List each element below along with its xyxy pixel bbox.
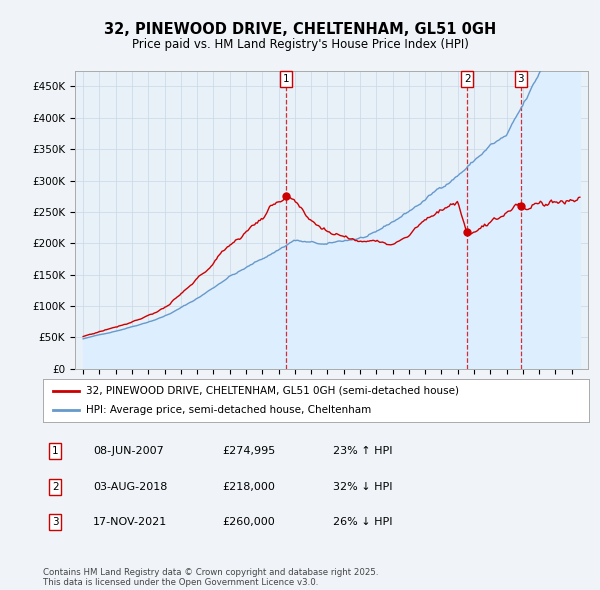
Text: 1: 1 [52, 447, 59, 456]
Text: 08-JUN-2007: 08-JUN-2007 [93, 447, 164, 456]
Text: £218,000: £218,000 [222, 482, 275, 491]
Text: 3: 3 [52, 517, 59, 527]
Text: 17-NOV-2021: 17-NOV-2021 [93, 517, 167, 527]
Text: HPI: Average price, semi-detached house, Cheltenham: HPI: Average price, semi-detached house,… [86, 405, 371, 415]
Text: £260,000: £260,000 [222, 517, 275, 527]
Text: Price paid vs. HM Land Registry's House Price Index (HPI): Price paid vs. HM Land Registry's House … [131, 38, 469, 51]
Text: 3: 3 [518, 74, 524, 84]
Text: 32, PINEWOOD DRIVE, CHELTENHAM, GL51 0GH: 32, PINEWOOD DRIVE, CHELTENHAM, GL51 0GH [104, 22, 496, 37]
Text: 32% ↓ HPI: 32% ↓ HPI [333, 482, 392, 491]
Text: Contains HM Land Registry data © Crown copyright and database right 2025.
This d: Contains HM Land Registry data © Crown c… [43, 568, 379, 587]
Text: £274,995: £274,995 [222, 447, 275, 456]
Text: 2: 2 [52, 482, 59, 491]
Text: 23% ↑ HPI: 23% ↑ HPI [333, 447, 392, 456]
Text: 2: 2 [464, 74, 470, 84]
Text: 1: 1 [283, 74, 289, 84]
Text: 26% ↓ HPI: 26% ↓ HPI [333, 517, 392, 527]
Text: 32, PINEWOOD DRIVE, CHELTENHAM, GL51 0GH (semi-detached house): 32, PINEWOOD DRIVE, CHELTENHAM, GL51 0GH… [86, 386, 459, 396]
Text: 03-AUG-2018: 03-AUG-2018 [93, 482, 167, 491]
